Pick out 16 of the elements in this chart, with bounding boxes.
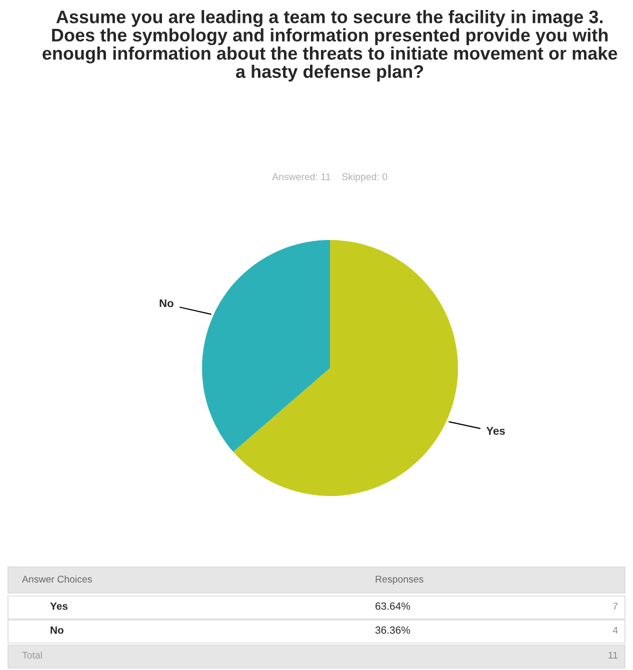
category-label: Yes	[50, 602, 68, 610]
slice-label: Yes	[486, 427, 505, 435]
text: 11	[608, 652, 618, 659]
text: Responses	[376, 576, 424, 585]
text: Total	[22, 651, 42, 659]
slice-label: No	[160, 299, 174, 308]
text: 63.64%	[376, 602, 410, 610]
text: 4	[612, 626, 618, 634]
pie-slice	[202, 240, 330, 452]
text: Answer Choices	[22, 575, 92, 583]
category-label: No	[50, 626, 64, 634]
chart-subtitle: Answered: 11 Skipped: 0	[272, 173, 388, 182]
text: 36.36%	[375, 626, 410, 634]
text: 7	[613, 602, 618, 610]
chart-title: Assume you are leading a team to secure the facility in image 3. Does the symbology and information presented provide you with enough information about the threats to initiate movement or make a hasty defense plan?	[42, 10, 618, 82]
pie-slice	[233, 240, 458, 496]
